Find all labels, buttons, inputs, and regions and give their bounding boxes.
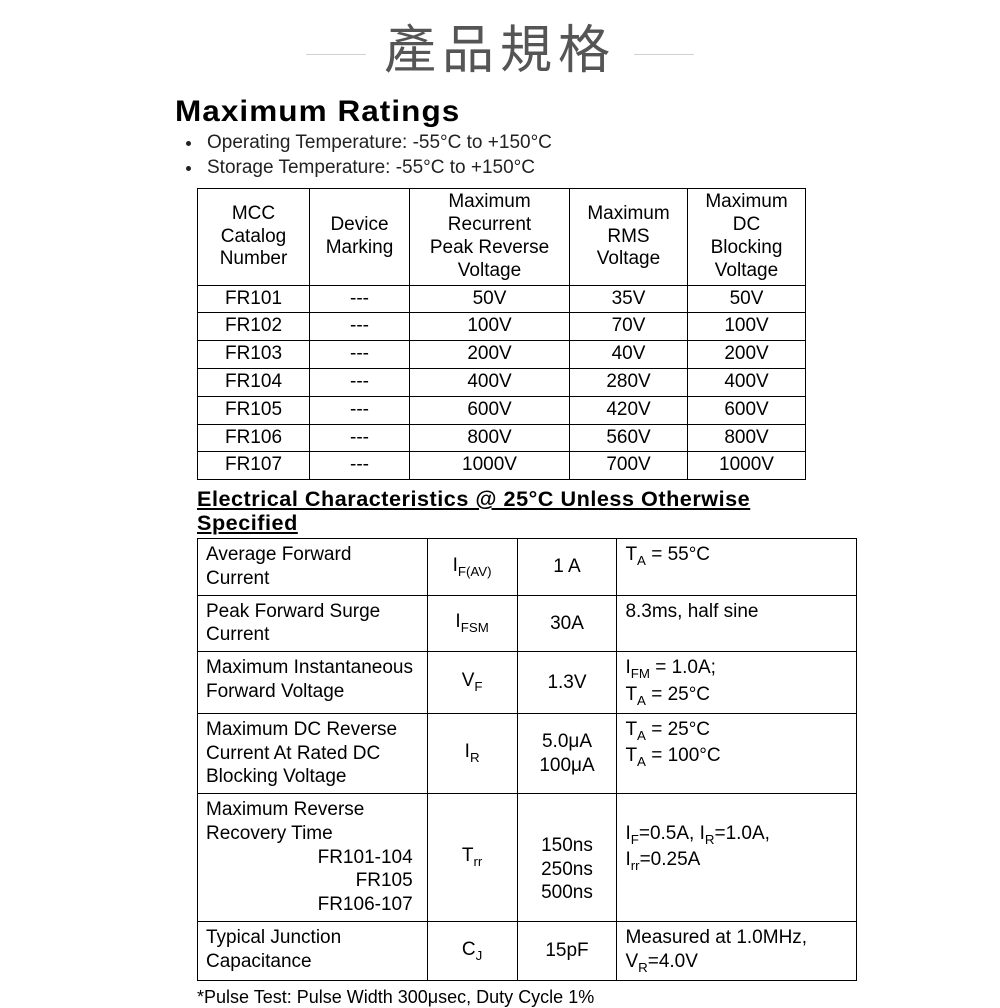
param-cell: Typical Junction Capacitance — [198, 921, 428, 980]
ratings-table-cell: 400V — [410, 368, 570, 396]
ratings-table-row: FR107---1000V700V1000V — [198, 452, 806, 480]
ratings-table-cell: FR103 — [198, 341, 310, 369]
ratings-bullet: Storage Temperature: -55°C to +150°C — [203, 156, 830, 181]
ratings-table-row: FR103---200V40V200V — [198, 341, 806, 369]
ratings-bullets: Operating Temperature: -55°C to +150°CSt… — [203, 131, 830, 180]
ratings-table-row: FR104---400V280V400V — [198, 368, 806, 396]
ratings-table-cell: --- — [310, 368, 410, 396]
ratings-table-cell: 50V — [688, 285, 806, 313]
ratings-table-cell: 50V — [410, 285, 570, 313]
ratings-table-cell: 200V — [410, 341, 570, 369]
content: Maximum Ratings Operating Temperature: -… — [0, 95, 1000, 1008]
ratings-table-cell: FR101 — [198, 285, 310, 313]
ratings-table-header: MaximumRMSVoltage — [570, 189, 688, 285]
symbol-cell: IF(AV) — [427, 539, 517, 596]
param-cell: Peak Forward Surge Current — [198, 595, 428, 652]
symbol-cell: IFSM — [427, 595, 517, 652]
ratings-table-cell: 800V — [410, 424, 570, 452]
ratings-table-cell: 400V — [688, 368, 806, 396]
ratings-table-cell: FR104 — [198, 368, 310, 396]
param-cell: Maximum Reverse Recovery TimeFR101-104FR… — [198, 794, 428, 922]
ratings-table-row: FR101---50V35V50V — [198, 285, 806, 313]
value-cell: 5.0μA100μA — [517, 713, 617, 793]
value-cell: 1.3V — [517, 652, 617, 714]
footnote: *Pulse Test: Pulse Width 300μsec, Duty C… — [197, 987, 830, 1008]
condition-cell: TA = 25°CTA = 100°C — [617, 713, 857, 793]
value-cell: 30A — [517, 595, 617, 652]
symbol-cell: VF — [427, 652, 517, 714]
ratings-table-row: FR106---800V560V800V — [198, 424, 806, 452]
ratings-bullet: Operating Temperature: -55°C to +150°C — [203, 131, 830, 156]
electrical-table-row: Maximum Reverse Recovery TimeFR101-104FR… — [198, 794, 857, 922]
ratings-table-row: FR102---100V70V100V — [198, 313, 806, 341]
ratings-table: MCCCatalogNumberDeviceMarkingMaximumRecu… — [197, 188, 806, 480]
ratings-table-cell: 100V — [410, 313, 570, 341]
value-cell: 15pF — [517, 921, 617, 980]
page-title-cn: 產品規格 — [0, 8, 1000, 83]
value-cell: 150ns250ns500ns — [517, 794, 617, 922]
symbol-cell: IR — [427, 713, 517, 793]
ratings-table-cell: FR106 — [198, 424, 310, 452]
ratings-table-cell: 600V — [410, 396, 570, 424]
heading-max-ratings: Maximum Ratings — [175, 95, 863, 129]
ratings-table-header: MCCCatalogNumber — [198, 189, 310, 285]
condition-cell: TA = 55°C — [617, 539, 857, 596]
electrical-table: Average Forward CurrentIF(AV)1 ATA = 55°… — [197, 538, 857, 981]
ratings-table-cell: --- — [310, 396, 410, 424]
ratings-table-cell: 35V — [570, 285, 688, 313]
electrical-table-row: Peak Forward Surge CurrentIFSM30A8.3ms, … — [198, 595, 857, 652]
heading-electrical: Electrical Characteristics @ 25°C Unless… — [197, 488, 849, 536]
ratings-table-cell: 280V — [570, 368, 688, 396]
condition-cell: 8.3ms, half sine — [617, 595, 857, 652]
ratings-table-cell: 560V — [570, 424, 688, 452]
page: 產品規格 Maximum Ratings Operating Temperatu… — [0, 8, 1000, 1008]
ratings-table-cell: 700V — [570, 452, 688, 480]
ratings-table-cell: FR107 — [198, 452, 310, 480]
ratings-table-cell: --- — [310, 341, 410, 369]
ratings-table-cell: 70V — [570, 313, 688, 341]
param-cell: Average Forward Current — [198, 539, 428, 596]
condition-cell: IFM = 1.0A;TA = 25°C — [617, 652, 857, 714]
ratings-table-cell: FR102 — [198, 313, 310, 341]
ratings-table-header: MaximumRecurrentPeak ReverseVoltage — [410, 189, 570, 285]
ratings-table-cell: 200V — [688, 341, 806, 369]
electrical-table-row: Maximum Instantaneous Forward VoltageVF1… — [198, 652, 857, 714]
symbol-cell: Trr — [427, 794, 517, 922]
ratings-table-cell: --- — [310, 313, 410, 341]
condition-cell: IF=0.5A, IR=1.0A,Irr=0.25A — [617, 794, 857, 922]
ratings-table-header: MaximumDCBlockingVoltage — [688, 189, 806, 285]
ratings-table-cell: 100V — [688, 313, 806, 341]
ratings-table-header: DeviceMarking — [310, 189, 410, 285]
ratings-table-cell: --- — [310, 452, 410, 480]
ratings-table-cell: FR105 — [198, 396, 310, 424]
electrical-table-row: Maximum DC Reverse Current At Rated DC B… — [198, 713, 857, 793]
ratings-table-cell: 40V — [570, 341, 688, 369]
symbol-cell: CJ — [427, 921, 517, 980]
electrical-table-row: Typical Junction CapacitanceCJ15pFMeasur… — [198, 921, 857, 980]
ratings-table-cell: --- — [310, 424, 410, 452]
electrical-table-row: Average Forward CurrentIF(AV)1 ATA = 55°… — [198, 539, 857, 596]
value-cell: 1 A — [517, 539, 617, 596]
ratings-table-row: FR105---600V420V600V — [198, 396, 806, 424]
ratings-table-cell: 1000V — [688, 452, 806, 480]
condition-cell: Measured at 1.0MHz, VR=4.0V — [617, 921, 857, 980]
ratings-table-cell: 600V — [688, 396, 806, 424]
ratings-table-cell: 1000V — [410, 452, 570, 480]
ratings-table-cell: --- — [310, 285, 410, 313]
ratings-table-cell: 800V — [688, 424, 806, 452]
param-cell: Maximum DC Reverse Current At Rated DC B… — [198, 713, 428, 793]
ratings-table-cell: 420V — [570, 396, 688, 424]
param-cell: Maximum Instantaneous Forward Voltage — [198, 652, 428, 714]
